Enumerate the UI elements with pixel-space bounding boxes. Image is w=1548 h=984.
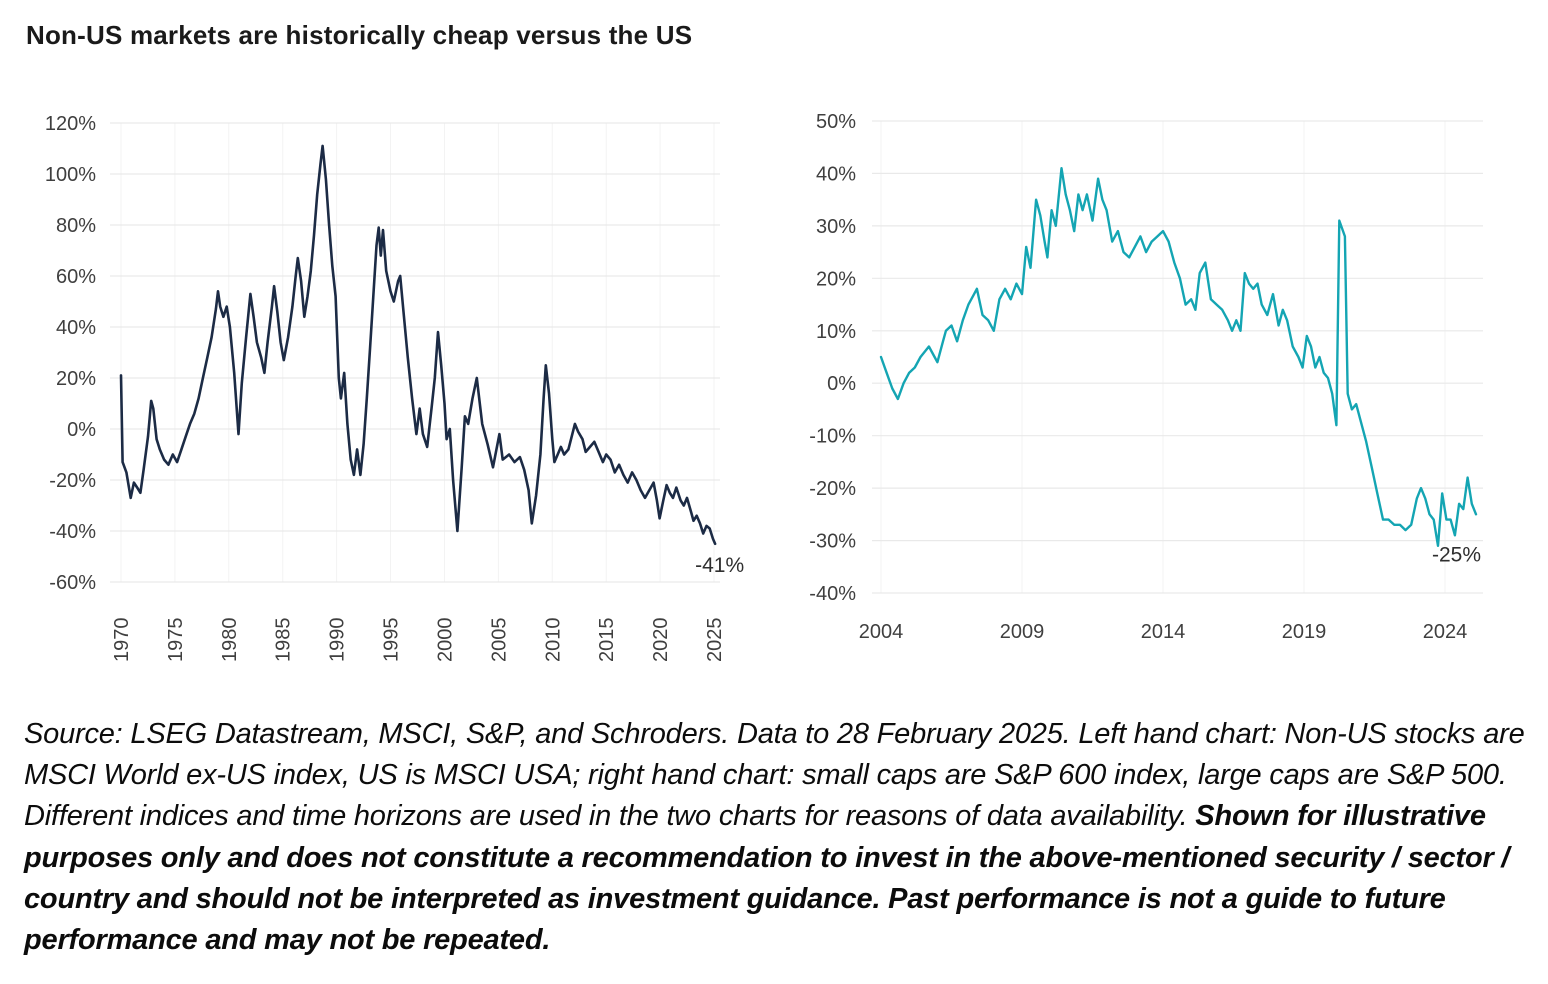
x-axis-tick-label: 1995: [381, 618, 403, 663]
y-axis-tick-label: 0%: [827, 373, 856, 395]
y-axis-tick-label: -20%: [49, 470, 96, 492]
y-axis-tick-label: 120%: [45, 113, 96, 135]
y-axis-tick-label: -20%: [809, 478, 856, 500]
data-series-line: [119, 144, 717, 546]
x-axis-tick-label: 2000: [435, 618, 457, 663]
y-axis-tick-label: 20%: [816, 268, 856, 290]
y-axis-tick-label: -60%: [49, 572, 96, 594]
end-value-annotation: -25%: [1432, 543, 1481, 566]
y-axis-tick-label: 80%: [56, 215, 96, 237]
x-axis-tick-label: 2015: [596, 618, 618, 663]
y-axis-tick-label: 30%: [816, 216, 856, 238]
charts-canvas: 120% 100% 80% 60% 40% 20% 0% -20% -40% -60% 1970 19…: [45, 111, 1483, 663]
x-axis-tick-label: 1985: [273, 618, 295, 663]
x-axis-tick-label: 1975: [165, 618, 187, 663]
y-axis-tick-label: 40%: [56, 317, 96, 339]
x-axis-tick-label: 2010: [542, 618, 564, 663]
source-note-regular: Source: LSEG Datastream, MSCI, S&P, and …: [24, 718, 1525, 833]
y-axis-tick-label: -40%: [49, 521, 96, 543]
y-axis-tick-label: 10%: [816, 321, 856, 343]
y-axis-tick-label: 100%: [45, 164, 96, 186]
x-axis-tick-label: 2009: [1000, 621, 1045, 643]
y-axis-tick-label: 60%: [56, 266, 96, 288]
y-axis-tick-label: 0%: [67, 419, 96, 441]
source-note: Source: LSEG Datastream, MSCI, S&P, and …: [24, 714, 1526, 961]
x-axis-tick-label: 2004: [859, 621, 904, 643]
y-axis-tick-label: -40%: [809, 583, 856, 605]
y-axis-tick-label: 20%: [56, 368, 96, 390]
x-axis-tick-label: 1970: [111, 618, 133, 663]
x-axis-tick-label: 1980: [219, 618, 241, 663]
y-axis-tick-label: 40%: [816, 163, 856, 185]
data-series-line: [879, 166, 1478, 547]
x-axis-tick-label: 2020: [650, 618, 672, 663]
page-title: Non-US markets are historically cheap ve…: [26, 20, 693, 50]
x-axis-tick-label: 2025: [704, 618, 726, 663]
x-axis-tick-label: 2024: [1423, 621, 1468, 643]
y-axis-tick-label: -10%: [809, 426, 856, 448]
x-axis-tick-label: 2019: [1282, 621, 1327, 643]
end-value-annotation: -41%: [695, 554, 744, 577]
x-axis-tick-label: 1990: [327, 618, 349, 663]
y-axis-tick-label: 50%: [816, 111, 856, 133]
source-note-bold: Shown for illustrative purposes only and…: [24, 800, 1510, 956]
y-axis-tick-label: -30%: [809, 531, 856, 553]
x-axis-tick-label: 2005: [488, 618, 510, 663]
x-axis-tick-label: 2014: [1141, 621, 1186, 643]
